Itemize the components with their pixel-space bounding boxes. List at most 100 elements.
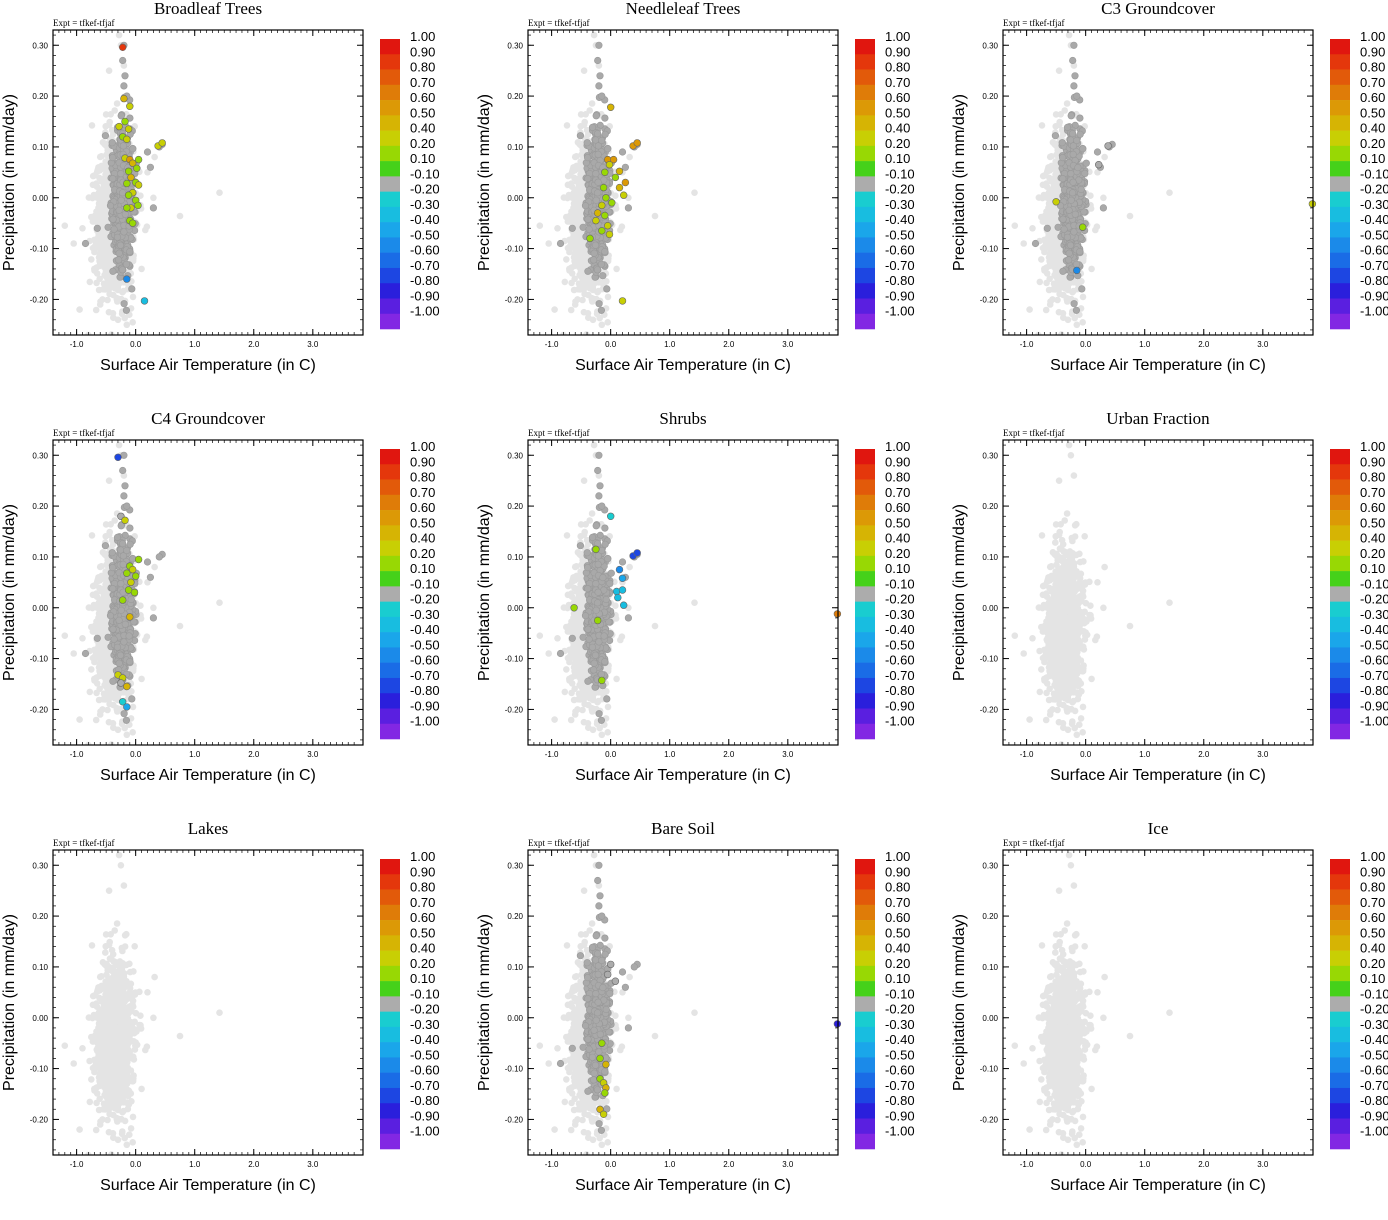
background-point [101, 215, 108, 222]
y-tick-label: 0.20 [507, 92, 523, 101]
neutral-point [115, 257, 122, 264]
colorbar-swatch [380, 192, 400, 208]
colorbar-swatch [380, 314, 400, 330]
neutral-point [122, 73, 129, 80]
y-axis-label: Precipitation (in mm/day) [476, 94, 493, 271]
neutral-point [596, 300, 603, 307]
neutral-point [580, 224, 587, 231]
y-tick-label: 0.20 [32, 92, 48, 101]
background-point [97, 167, 104, 174]
background-point [569, 219, 576, 226]
colorbar-swatch [855, 314, 875, 330]
colorbar-tick-label: -0.50 [885, 227, 915, 242]
colorbar-tick-label: -0.60 [885, 243, 915, 258]
background-point [150, 195, 157, 202]
neutral-point [619, 149, 626, 156]
x-tick-label: 2.0 [248, 340, 260, 349]
neutral-point [116, 207, 123, 214]
colorbar-swatch [380, 207, 400, 223]
colorbar-tick-label: -0.80 [410, 273, 440, 288]
colorbar-tick-label: -0.60 [410, 243, 440, 258]
neutral-point [110, 268, 117, 275]
colorbar-tick-label: 0.10 [885, 151, 910, 166]
neutral-point [118, 113, 125, 120]
background-point [119, 339, 126, 346]
colorbar-tick-label: -0.40 [410, 212, 440, 227]
background-point [101, 272, 108, 279]
y-tick-label: -0.10 [30, 245, 49, 254]
neutral-point [597, 73, 604, 80]
background-point [110, 292, 117, 299]
neutral-point [109, 175, 116, 182]
background-point [142, 227, 149, 234]
background-point [106, 67, 113, 74]
neutral-point [123, 307, 130, 314]
neutral-point [622, 164, 629, 171]
colorbar-tick-label: 0.20 [410, 136, 435, 151]
colorbar-swatch [855, 54, 875, 70]
neutral-point [598, 261, 605, 268]
y-axis-label: Precipitation (in mm/day) [1, 94, 18, 271]
background-point [100, 178, 107, 185]
background-point [94, 183, 101, 190]
background-point [92, 242, 99, 249]
colorbar-swatch [855, 253, 875, 269]
colorbar-tick-label: -0.20 [885, 182, 915, 197]
background-point [101, 141, 108, 148]
colorbar-swatch [855, 146, 875, 162]
colorbar-swatch [380, 39, 400, 55]
colorbar-swatch [380, 131, 400, 147]
background-point [124, 322, 131, 329]
neutral-point [109, 154, 116, 161]
highlight-point [135, 182, 142, 189]
y-tick-label: 0.30 [507, 41, 523, 50]
highlight-point [133, 165, 140, 172]
highlight-point [604, 222, 611, 229]
background-point [93, 280, 100, 287]
colorbar-tick-label: 0.70 [410, 75, 435, 90]
highlight-point [125, 168, 132, 175]
x-tick-label: 2.0 [723, 340, 735, 349]
background-point [96, 212, 103, 219]
background-point [591, 32, 598, 39]
background-point [571, 212, 578, 219]
background-point [591, 296, 598, 303]
x-tick-label: 3.0 [307, 340, 319, 349]
background-point [76, 306, 83, 313]
colorbar-swatch [855, 283, 875, 299]
colorbar-tick-label: -0.50 [410, 227, 440, 242]
neutral-point [596, 83, 603, 90]
colorbar-tick-label: -0.30 [410, 197, 440, 212]
background-point [604, 319, 611, 326]
y-tick-label: 0.10 [32, 143, 48, 152]
colorbar: 1.000.900.800.700.600.500.400.200.10-0.1… [855, 29, 915, 329]
highlight-point [598, 227, 605, 234]
background-point [574, 338, 581, 345]
highlight-point [603, 194, 610, 201]
background-point [584, 283, 591, 290]
background-point [96, 195, 103, 202]
colorbar-tick-label: 0.60 [885, 90, 910, 105]
highlight-point [125, 192, 132, 199]
neutral-point [590, 257, 597, 264]
colorbar-swatch [855, 192, 875, 208]
background-point [572, 301, 579, 308]
background-point [109, 283, 116, 290]
neutral-point [598, 137, 605, 144]
colorbar-swatch [855, 39, 875, 55]
chart-title: Broadleaf Trees [154, 0, 262, 18]
highlight-point [123, 276, 130, 283]
neutral-point [584, 139, 591, 146]
background-point [129, 319, 136, 326]
colorbar-tick-label: -0.30 [885, 197, 915, 212]
colorbar-swatch [380, 161, 400, 177]
background-point [566, 266, 573, 273]
neutral-point [586, 226, 593, 233]
colorbar-tick-label: -0.90 [410, 288, 440, 303]
highlight-point [607, 104, 614, 111]
neutral-point [118, 197, 125, 204]
neutral-point [594, 130, 601, 137]
neutral-point [599, 93, 606, 100]
